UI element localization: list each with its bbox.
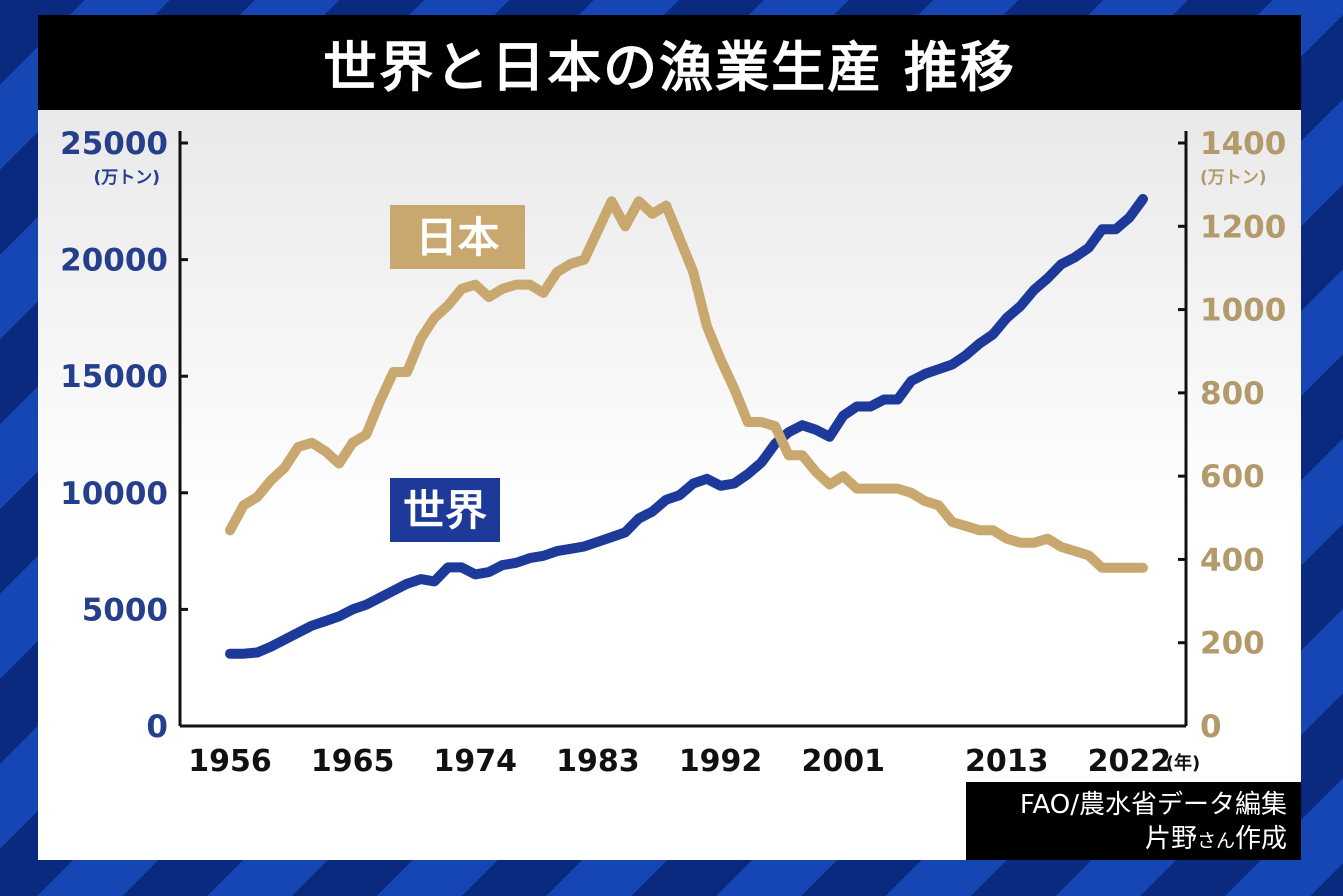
- x-axis-unit: (年): [1166, 752, 1200, 774]
- series-layer: [225, 194, 1148, 659]
- left-tick-label: 25000: [60, 126, 168, 162]
- left-tick-label: 20000: [60, 243, 168, 279]
- japan-label-text: 日本: [415, 213, 499, 262]
- right-tick-label: 1400: [1200, 126, 1286, 162]
- right-tick-label: 200: [1200, 626, 1265, 662]
- world-series-line: [225, 194, 1148, 659]
- x-tick-label: 1974: [434, 744, 518, 779]
- right-tick-label: 400: [1200, 542, 1265, 578]
- chart-panel: 世界と日本の漁業生産 推移 0 5000 10000 15000 20000 25000(…: [38, 15, 1301, 860]
- line-chart: 0 5000 10000 15000 20000 25000 (万トン) 0 200 400 600…: [60, 126, 1286, 779]
- credit-author: 片野: [1144, 824, 1197, 854]
- credit-line-2: 片野さん作成: [966, 822, 1287, 858]
- x-tick-label: 1965: [311, 744, 395, 779]
- japan-series-line: [225, 196, 1148, 573]
- page-title: 世界と日本の漁業生産 推移: [38, 15, 1301, 110]
- panel-gradient: [38, 110, 1301, 860]
- right-tick-label: 1200: [1200, 209, 1286, 245]
- right-axis-unit: (万トン): [1200, 168, 1267, 188]
- x-tick-label: 2022: [1088, 744, 1172, 779]
- credit-line-1: FAO/農水省データ編集: [1019, 790, 1287, 820]
- axes-layer: 0 5000 10000 15000 20000 25000 (万トン) 0 200 400 600…: [60, 126, 1286, 779]
- right-tick-label: 600: [1200, 459, 1265, 495]
- right-tick-label: 800: [1200, 376, 1265, 412]
- x-tick-label: 1956: [188, 744, 272, 779]
- left-tick-label: 15000: [60, 359, 168, 395]
- right-tick-label: 0: [1200, 709, 1222, 745]
- left-tick-label: 10000: [60, 476, 168, 512]
- x-tick-label: 2013: [965, 744, 1049, 779]
- japan-label-box: [390, 205, 525, 269]
- source-credit: FAO/農水省データ編集 片野さん作成: [966, 782, 1301, 860]
- x-tick-label: 1983: [556, 744, 640, 779]
- left-axis-unit: (万トン): [93, 168, 160, 188]
- right-tick-label: 1000: [1200, 293, 1286, 329]
- x-tick-label: 2001: [801, 744, 885, 779]
- x-tick-label: 1992: [679, 744, 763, 779]
- credit-honorific: さん: [1196, 830, 1235, 852]
- credit-made: 作成: [1234, 824, 1287, 854]
- world-label-text: 世界: [403, 486, 487, 535]
- world-label-box: [390, 478, 500, 542]
- left-tick-label: 5000: [82, 592, 168, 628]
- left-tick-label: 0: [146, 709, 168, 745]
